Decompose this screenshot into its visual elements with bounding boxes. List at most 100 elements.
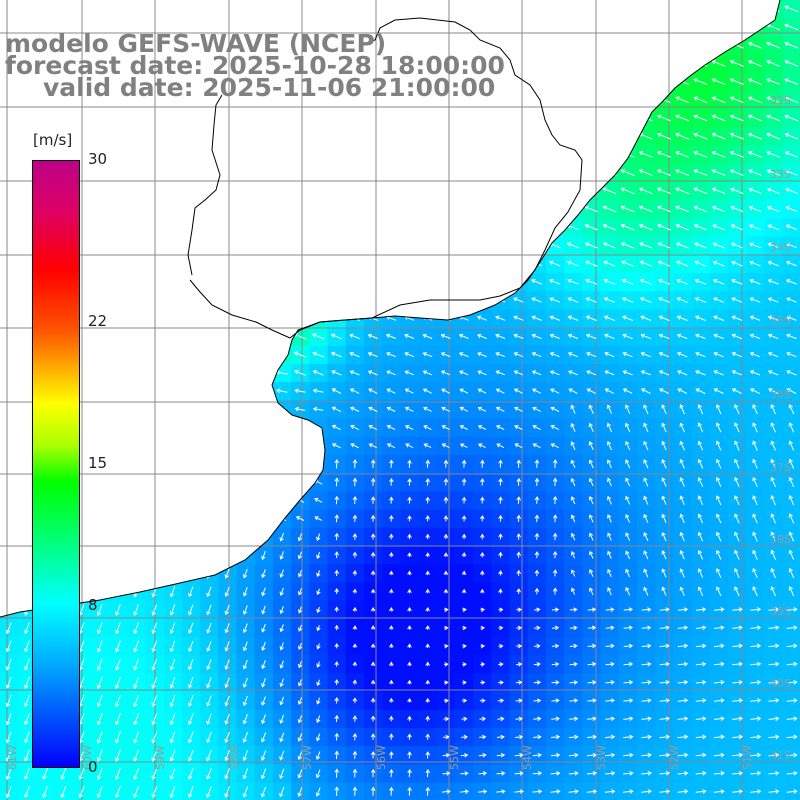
wind-arrow xyxy=(239,6,251,11)
lon-label: 52W xyxy=(668,745,681,770)
field-cell xyxy=(163,309,183,329)
field-cell xyxy=(455,200,474,219)
field-cell xyxy=(236,327,256,347)
wind-arrow xyxy=(112,206,124,212)
field-cell xyxy=(91,473,110,492)
field-cell xyxy=(291,291,310,310)
wind-arrow xyxy=(311,315,325,322)
wind-arrow xyxy=(274,279,290,284)
field-cell xyxy=(436,0,456,19)
wind-arrow xyxy=(221,151,233,157)
field-cell xyxy=(382,218,401,238)
field-cell xyxy=(473,200,492,219)
field-cell xyxy=(418,182,438,201)
wind-arrow xyxy=(494,5,506,12)
field-cell xyxy=(364,291,383,310)
wind-arrow xyxy=(548,78,562,85)
field-cell xyxy=(309,291,329,310)
wind-arrow xyxy=(222,515,233,522)
field-cell xyxy=(309,109,329,128)
field-cell xyxy=(91,109,110,128)
field-cell xyxy=(127,309,147,329)
field-cell xyxy=(455,0,474,19)
field-cell xyxy=(728,0,747,19)
field-cell xyxy=(582,36,602,56)
wind-arrow xyxy=(188,568,194,580)
wind-arrow xyxy=(222,479,233,485)
field-cell xyxy=(182,400,201,420)
wind-arrow xyxy=(476,42,488,48)
field-cell xyxy=(291,182,310,201)
field-cell xyxy=(163,109,183,128)
field-cell xyxy=(91,436,110,456)
field-cell xyxy=(36,109,56,128)
field-cell xyxy=(382,145,401,165)
field-cell xyxy=(273,345,292,365)
field-cell xyxy=(509,54,529,74)
field-cell xyxy=(0,491,19,511)
field-cell xyxy=(546,200,565,219)
wind-arrow xyxy=(94,388,106,394)
wind-arrow xyxy=(112,297,124,303)
wind-arrow xyxy=(403,188,415,194)
wind-arrow xyxy=(184,261,197,266)
wind-arrow xyxy=(166,188,178,193)
wind-arrow xyxy=(239,133,251,139)
field-cell xyxy=(91,127,110,147)
wind-arrow xyxy=(602,5,617,13)
wind-arrow xyxy=(530,224,543,231)
field-cell xyxy=(0,236,19,256)
field-cell xyxy=(0,455,19,474)
field-cell xyxy=(109,309,128,329)
wind-arrow xyxy=(21,279,33,284)
field-cell xyxy=(254,345,274,365)
field-cell xyxy=(291,145,310,165)
field-cell xyxy=(200,564,219,583)
field-cell xyxy=(182,182,201,201)
field-cell xyxy=(236,509,256,529)
field-cell xyxy=(109,327,128,347)
wind-arrow xyxy=(293,278,307,286)
wind-arrow xyxy=(202,297,216,302)
field-cell xyxy=(91,273,110,292)
field-cell xyxy=(236,0,256,19)
field-cell xyxy=(509,18,529,37)
wind-arrow xyxy=(257,133,269,139)
lat-label: 33S xyxy=(770,168,791,181)
field-cell xyxy=(236,345,256,365)
wind-arrow xyxy=(166,370,179,375)
wind-arrow xyxy=(292,314,307,322)
field-cell xyxy=(491,182,511,201)
wind-arrow xyxy=(276,170,288,175)
wind-arrow xyxy=(494,115,506,121)
wind-arrow xyxy=(566,41,580,49)
field-cell xyxy=(491,236,511,256)
field-cell xyxy=(291,455,310,474)
wind-arrow xyxy=(256,351,271,357)
wind-arrow xyxy=(94,424,106,430)
field-cell xyxy=(127,509,147,529)
field-cell xyxy=(400,254,420,274)
wind-arrow xyxy=(330,297,343,303)
wind-arrow xyxy=(220,279,234,284)
wind-arrow xyxy=(185,224,197,230)
field-cell xyxy=(163,491,183,511)
wind-arrow xyxy=(133,531,139,543)
colorbar-tick-label: 15 xyxy=(88,454,108,472)
wind-arrow xyxy=(256,333,271,339)
field-cell xyxy=(637,0,656,19)
wind-arrow xyxy=(166,224,178,230)
field-cell xyxy=(236,200,256,219)
wind-arrow xyxy=(239,224,252,230)
wind-arrow xyxy=(638,96,653,104)
wind-arrow xyxy=(96,586,103,598)
field-cell xyxy=(436,163,456,183)
wind-arrow xyxy=(24,586,30,598)
wind-arrow xyxy=(675,23,690,31)
wind-arrow xyxy=(3,297,15,303)
wind-arrow xyxy=(566,132,580,140)
wind-arrow xyxy=(530,133,543,140)
field-cell xyxy=(273,509,292,529)
wind-arrow xyxy=(620,60,635,67)
